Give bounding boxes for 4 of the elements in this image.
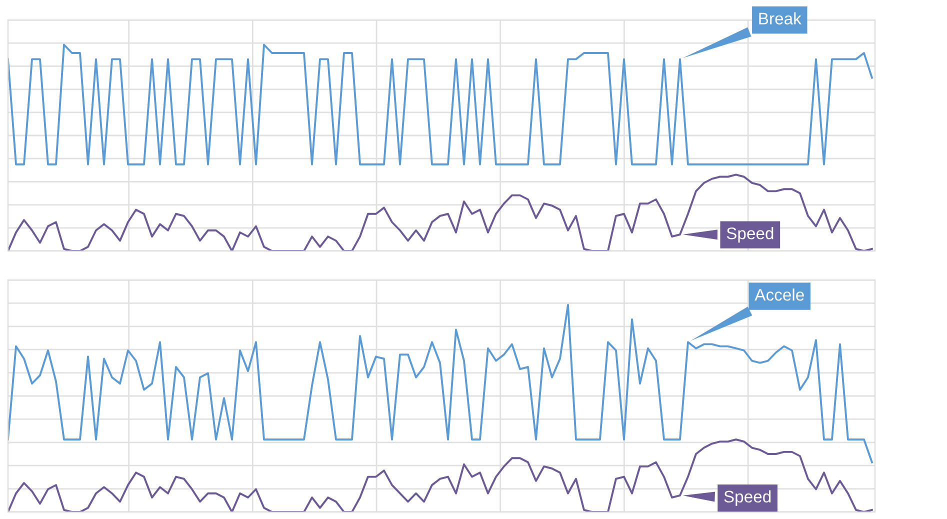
text: Accele	[754, 288, 804, 301]
text: Break	[759, 12, 802, 24]
legend-label: Speed	[724, 490, 771, 506]
legend-label: Speed	[726, 227, 774, 243]
